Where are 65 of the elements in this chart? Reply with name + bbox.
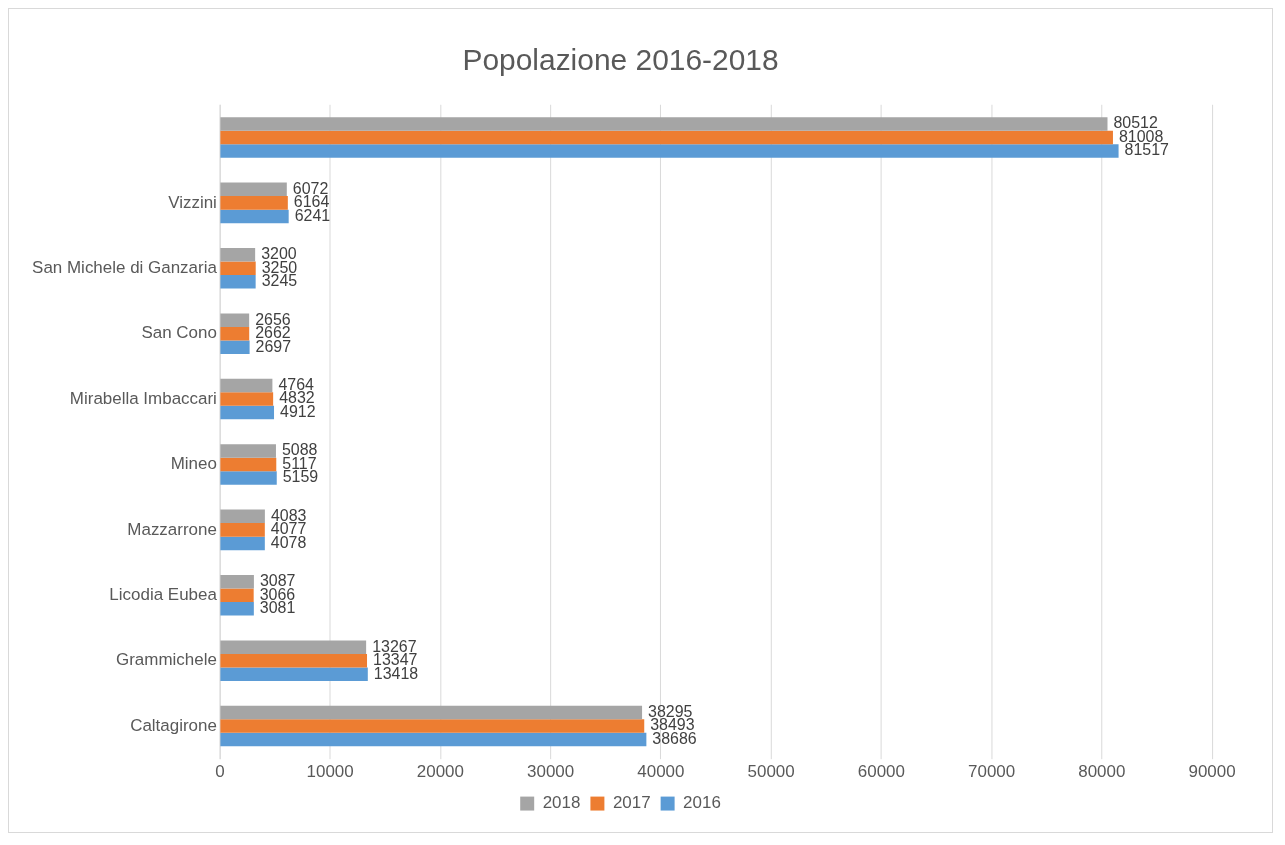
bar xyxy=(220,275,256,289)
y-tick-label: Caltagirone xyxy=(130,715,217,735)
data-label: 38295 xyxy=(648,702,693,720)
legend-label: 2017 xyxy=(612,793,651,813)
bar xyxy=(220,209,289,224)
bar xyxy=(220,182,287,197)
data-label: 4078 xyxy=(270,533,307,551)
bar xyxy=(220,640,367,654)
data-label: 6241 xyxy=(294,206,331,224)
bar xyxy=(220,392,274,406)
y-tick-label: Mineo xyxy=(170,454,217,474)
y-tick-label: Mirabella Imbaccari xyxy=(69,388,217,408)
bar xyxy=(220,536,265,551)
bar xyxy=(220,509,265,524)
bar xyxy=(220,719,645,733)
bar xyxy=(220,340,250,354)
data-label: 13418 xyxy=(373,664,419,682)
bar xyxy=(220,144,1119,158)
bar xyxy=(220,130,1113,145)
bar xyxy=(220,523,265,537)
data-label: 4764 xyxy=(278,375,315,393)
bar xyxy=(220,261,256,276)
data-label: 38686 xyxy=(652,730,697,747)
data-label: 2697 xyxy=(255,337,292,355)
bar xyxy=(220,117,1108,131)
bar xyxy=(220,471,277,485)
y-tick-label: Licodia Eubea xyxy=(109,584,218,604)
x-tick-label: 70000 xyxy=(968,761,1016,781)
bar xyxy=(220,653,368,668)
x-tick-label: 60000 xyxy=(857,761,905,781)
x-tick-label: 10000 xyxy=(306,761,354,781)
data-label: 3081 xyxy=(259,599,296,617)
bar xyxy=(220,602,254,616)
x-tick-label: 0 xyxy=(215,761,225,781)
data-label: 4912 xyxy=(280,402,316,420)
bar xyxy=(220,313,250,327)
data-label: 3245 xyxy=(261,272,298,290)
data-label: 5159 xyxy=(282,468,319,486)
bar xyxy=(220,457,277,472)
x-tick-label: 80000 xyxy=(1078,761,1126,781)
x-tick-label: 30000 xyxy=(527,761,575,781)
bar xyxy=(220,378,273,393)
x-tick-label: 20000 xyxy=(416,761,464,781)
bar xyxy=(220,705,643,720)
x-tick-label: 40000 xyxy=(637,761,685,781)
legend-label: 2016 xyxy=(683,793,721,813)
legend-label: 2018 xyxy=(542,793,581,813)
bar xyxy=(220,667,368,681)
y-tick-label: Mazzarrone xyxy=(127,519,217,539)
y-tick-label: San Michele di Ganzaria xyxy=(32,257,218,277)
x-tick-label: 90000 xyxy=(1188,761,1236,781)
y-tick-label: Vizzini xyxy=(168,192,217,212)
bar xyxy=(220,575,254,589)
data-label: 81517 xyxy=(1124,141,1170,159)
bar xyxy=(220,248,256,262)
bar xyxy=(220,444,276,458)
bar xyxy=(220,732,647,747)
bar xyxy=(220,588,254,603)
bar xyxy=(220,405,275,420)
bar xyxy=(220,196,288,210)
x-tick-label: 50000 xyxy=(747,761,795,781)
y-tick-label: Grammichele xyxy=(116,650,217,670)
bar xyxy=(220,326,250,341)
chart-title: Popolazione 2016-2018 xyxy=(462,43,779,77)
y-tick-label: San Cono xyxy=(141,323,217,343)
